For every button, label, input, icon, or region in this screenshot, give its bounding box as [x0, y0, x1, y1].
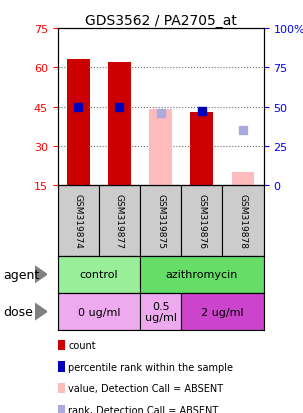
Bar — [58, 186, 99, 256]
Text: dose: dose — [3, 305, 33, 318]
Bar — [108, 63, 131, 186]
Bar — [99, 186, 140, 256]
Text: azithromycin: azithromycin — [166, 270, 238, 280]
Bar — [222, 186, 264, 256]
Text: GSM319877: GSM319877 — [115, 194, 124, 248]
Text: agent: agent — [3, 268, 39, 281]
Bar — [140, 256, 264, 293]
Text: 0 ug/ml: 0 ug/ml — [78, 307, 120, 317]
Text: count: count — [68, 340, 96, 350]
Bar — [181, 293, 264, 330]
Text: GSM319875: GSM319875 — [156, 194, 165, 248]
Bar — [191, 113, 213, 186]
Text: percentile rank within the sample: percentile rank within the sample — [68, 362, 233, 372]
Bar — [67, 60, 89, 186]
Bar — [232, 173, 254, 186]
Bar — [58, 256, 140, 293]
Polygon shape — [35, 304, 47, 320]
Text: GSM319876: GSM319876 — [197, 194, 206, 248]
Text: rank, Detection Call = ABSENT: rank, Detection Call = ABSENT — [68, 405, 218, 413]
Text: 0.5
ug/ml: 0.5 ug/ml — [145, 301, 177, 323]
Bar — [140, 186, 181, 256]
Text: 2 ug/ml: 2 ug/ml — [201, 307, 244, 317]
Bar — [181, 186, 222, 256]
Bar — [149, 110, 172, 186]
Text: GSM319874: GSM319874 — [74, 194, 83, 248]
Text: value, Detection Call = ABSENT: value, Detection Call = ABSENT — [68, 383, 223, 393]
Polygon shape — [35, 266, 47, 283]
Bar — [140, 293, 181, 330]
Text: GSM319878: GSM319878 — [238, 194, 248, 248]
Bar — [58, 293, 140, 330]
Text: control: control — [79, 270, 118, 280]
Title: GDS3562 / PA2705_at: GDS3562 / PA2705_at — [85, 14, 237, 28]
